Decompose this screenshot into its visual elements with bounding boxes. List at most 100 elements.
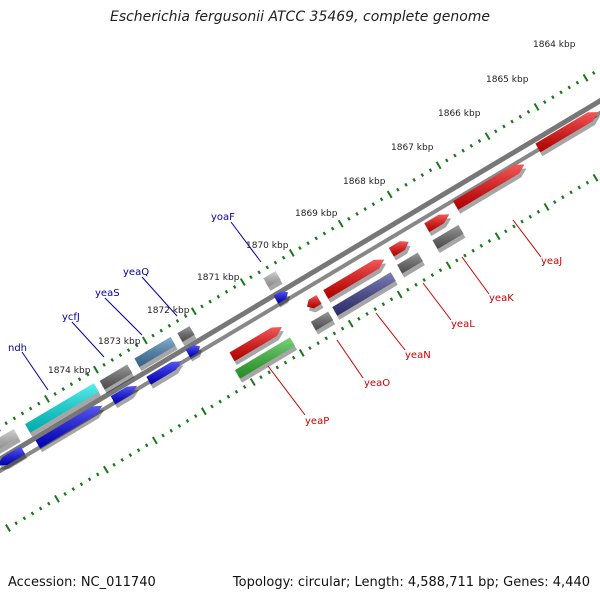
outer-tick [53,392,57,396]
outer-tick [502,124,506,129]
reverse-box-4-shade [432,225,464,249]
backbone-outer-line [0,98,600,462]
outer-tick [288,248,295,257]
inner-tick [193,414,198,419]
leader-yeaS [104,297,143,336]
kbp-labels: 1864 kbp 1865 kbp 1866 kbp 1867 kbp 1868… [48,40,576,376]
reverse-box-0-shade [234,337,296,379]
forward-box-3 [134,336,178,372]
forward-feature-1-depth [37,409,105,453]
reverse-feature-6-shade [535,112,599,153]
outer-tick-track [0,70,596,432]
inner-tick [185,419,190,423]
inner-tick [128,453,133,457]
inner-tick [373,307,377,312]
leader-yoaF [230,221,262,263]
reverse-feature-1-shade [306,295,322,309]
forward-box-1-shade [25,383,99,433]
inner-tick [103,465,109,474]
outer-tick [575,80,580,85]
forward-feature-4 [185,345,203,362]
forward-box-4 [177,326,197,346]
inner-tick [112,462,116,467]
outer-tick [477,139,482,143]
outer-tick [379,197,384,202]
inner-tick [536,209,541,214]
outer-tick [134,343,139,348]
reverse-feature-3-shade [388,241,409,257]
outer-tick [542,100,547,105]
outer-tick [469,143,474,148]
inner-tick [308,346,312,350]
leader-yeaN [375,312,406,351]
outer-tick [118,353,123,357]
reverse-box-3 [397,252,425,278]
reverse-box-1 [310,311,336,335]
inner-tick [234,389,239,394]
gene-features [0,112,600,470]
outer-tick [510,119,514,124]
inner-tick [218,399,222,404]
outer-tick [314,236,319,241]
outer-tick [298,246,302,250]
outer-tick [167,323,172,328]
outer-tick [4,421,8,426]
gene-label-ycfJ: ycfJ [62,312,80,323]
forward-feature-3 [146,361,184,389]
outer-tick [337,219,344,228]
reverse-feature-0-shade [229,327,282,362]
reverse-feature-5-depth [455,168,527,214]
inner-tick [47,501,51,506]
inner-tick [30,511,35,516]
outer-tick [61,387,66,392]
inner-tick [242,384,247,389]
forward-feature-3-shade [146,361,182,385]
gene-label-yoaF: yoaF [211,212,235,223]
forward-feature-5-shade [273,291,289,304]
outer-tick [102,362,106,367]
outer-tick [273,260,278,265]
outer-tick [420,173,425,177]
genome-summary-text: Topology: circular; Length: 4,588,711 bp… [232,575,590,590]
outer-tick [126,348,131,353]
inner-tick [226,394,231,399]
outer-tick [404,182,408,187]
forward-feature-4-shade [185,345,201,358]
reverse-feature-3 [388,241,411,261]
kbp-label: 1868 kbp [343,177,386,187]
inner-tick [71,487,76,492]
outer-tick [239,278,246,287]
inner-tick [283,360,288,365]
leader-yeaO [336,339,364,379]
inner-tick [463,253,467,258]
reverse-feature-0 [229,327,284,366]
outer-tick [591,70,596,75]
reverse-feature-2 [323,259,387,303]
outer-tick [183,314,188,319]
forward-feature-2-shade [110,385,138,405]
inner-tick [151,436,158,445]
inner-tick [552,200,557,205]
outer-tick [200,304,204,309]
inner-tick [528,214,533,219]
reverse-feature-5 [453,164,527,214]
inner-tick [347,319,354,328]
reverse-feature-0-depth [231,331,284,366]
inner-tick [275,365,280,370]
outer-tick [232,284,237,289]
outer-tick [37,401,41,406]
inner-tick [512,224,516,229]
inner-tick [381,302,386,307]
gene-label-yeaN: yeaN [405,350,431,361]
inner-tick [210,404,214,409]
forward-box-5 [263,271,283,291]
outer-tick [386,190,393,199]
kbp-label: 1865 kbp [486,75,529,85]
inner-tick [592,173,599,182]
forward-box-0-shade [0,429,19,449]
forward-box-1 [25,383,101,437]
leader-yeaJ [512,219,542,258]
outer-tick [559,90,563,95]
